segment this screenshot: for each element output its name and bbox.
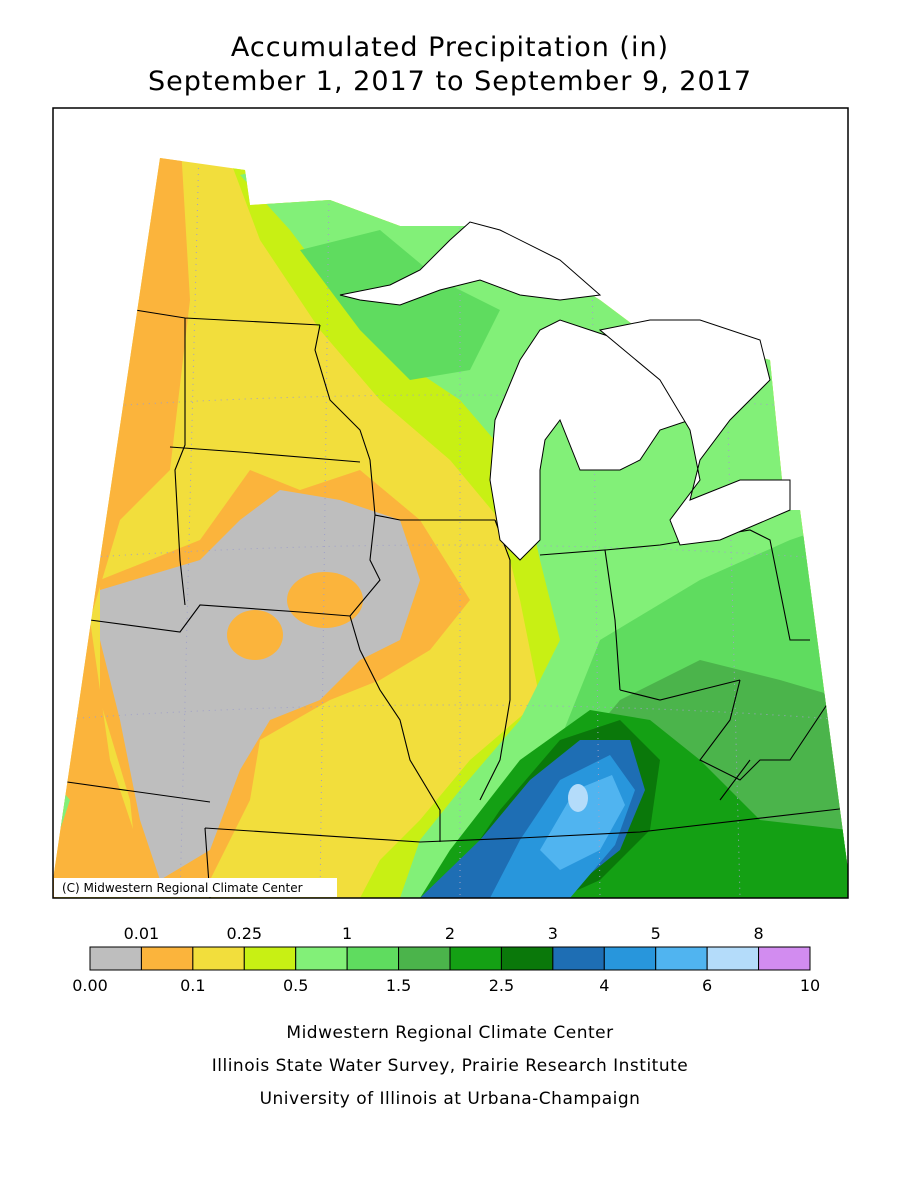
legend-label: 4 bbox=[599, 976, 609, 995]
legend-swatch bbox=[758, 946, 811, 971]
legend-swatch bbox=[89, 946, 142, 971]
legend-swatch bbox=[706, 946, 760, 971]
legend-label: 2.5 bbox=[489, 976, 514, 995]
precip-field bbox=[287, 572, 363, 628]
legend-swatch bbox=[398, 946, 451, 971]
legend-swatch bbox=[243, 946, 297, 971]
copyright: (C) Midwestern Regional Climate Center bbox=[62, 881, 303, 895]
title-line: September 1, 2017 to September 9, 2017 bbox=[148, 66, 752, 97]
great-lakes bbox=[339, 221, 791, 561]
legend-label: 6 bbox=[702, 976, 712, 995]
legend-swatch bbox=[449, 946, 502, 971]
copyright-box bbox=[54, 878, 337, 897]
legend-label: 10 bbox=[800, 976, 820, 995]
legend-swatch bbox=[603, 946, 657, 971]
legend-swatch bbox=[500, 946, 554, 971]
legend-swatch bbox=[192, 946, 245, 971]
legend-swatch bbox=[140, 946, 194, 971]
credit-line: University of Illinois at Urbana-Champai… bbox=[260, 1089, 641, 1109]
legend-label: 0.01 bbox=[124, 924, 160, 943]
legend-label: 0.00 bbox=[72, 976, 108, 995]
legend-swatch bbox=[295, 946, 348, 971]
legend-label: 3 bbox=[548, 924, 558, 943]
legend-label: 2 bbox=[445, 924, 455, 943]
lake bbox=[339, 221, 602, 306]
legend-label: 5 bbox=[651, 924, 661, 943]
legend-swatch bbox=[346, 946, 400, 971]
credit-line: Illinois State Water Survey, Prairie Res… bbox=[212, 1056, 688, 1076]
precip-field bbox=[568, 784, 588, 812]
legend-label: 0.25 bbox=[226, 924, 262, 943]
map-frame bbox=[52, 107, 849, 899]
lake bbox=[489, 319, 701, 561]
legend-label: 0.1 bbox=[180, 976, 205, 995]
legend-label: 1 bbox=[342, 924, 352, 943]
title-line: Accumulated Precipitation (in) bbox=[231, 32, 669, 63]
legend-swatch bbox=[552, 946, 605, 971]
legend-label: 0.5 bbox=[283, 976, 308, 995]
lake bbox=[598, 319, 791, 546]
legend-swatch bbox=[655, 946, 708, 971]
legend-label: 1.5 bbox=[386, 976, 411, 995]
legend-label: 8 bbox=[753, 924, 763, 943]
precip-field bbox=[227, 610, 283, 660]
state-border bbox=[53, 309, 848, 898]
legend: 0.00 0.01 0.1 0.25 0.5 1 1.5 2 2.5 3 4 5 6 8 10 bbox=[72, 924, 820, 995]
credit-line: Midwestern Regional Climate Center bbox=[286, 1023, 613, 1043]
precip-field bbox=[540, 775, 625, 870]
